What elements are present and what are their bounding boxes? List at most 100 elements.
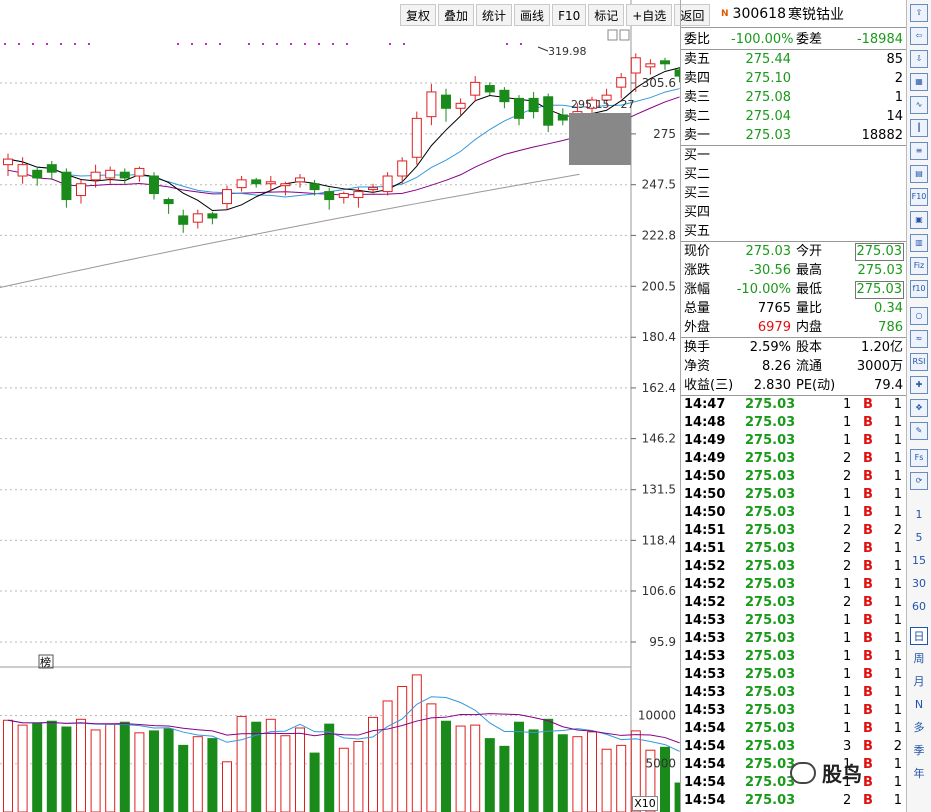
fs-icon[interactable]: Fs	[910, 449, 928, 467]
tick-volume: 1	[843, 631, 852, 646]
price-tick-label: 275	[653, 127, 676, 141]
volume-bar	[368, 716, 378, 812]
tick-price: 275.03	[745, 649, 796, 664]
cycle-tab[interactable]: 月	[913, 675, 925, 688]
pencil-icon[interactable]: ✎	[910, 422, 928, 440]
candle-body	[207, 213, 218, 219]
cycle-tab[interactable]: 年	[913, 767, 925, 780]
tick-volume: 2	[843, 541, 852, 556]
price-tick-label: 131.5	[642, 483, 676, 497]
tick-time: 14:52	[684, 595, 726, 610]
tick-volume: 1	[843, 775, 852, 790]
line-chart-icon[interactable]: ∿	[910, 96, 928, 114]
tick-row: 14:53 275.03 1 B 1	[681, 702, 906, 720]
overlay-button[interactable]: 叠加	[438, 4, 475, 26]
volume-bars	[3, 674, 680, 812]
quote-row: 涨跌 -30.56 最高 275.03	[681, 261, 906, 280]
volume-bar	[207, 738, 218, 812]
candle-icon[interactable]: ┃	[910, 119, 928, 137]
candlestick-chart[interactable]: 305.6 275 247.5 222.8 200.5 180.4 162.4 146.2 13…	[0, 0, 680, 812]
volume-bar	[149, 730, 159, 812]
rank-marker: 榜	[40, 655, 51, 669]
cycle-tab[interactable]: 周	[913, 652, 925, 665]
volume-bar	[528, 729, 539, 812]
restore-rights-button[interactable]: 复权	[400, 4, 437, 26]
candle-body	[119, 171, 130, 179]
volume-bar	[616, 744, 627, 812]
cycle-tab[interactable]: N	[914, 698, 924, 711]
wechat-icon	[790, 761, 816, 784]
circle-icon[interactable]: ○	[910, 307, 928, 325]
period-tab-5[interactable]: 5	[915, 531, 923, 544]
volume-bar	[134, 732, 145, 812]
candle-body	[222, 189, 232, 205]
up-arrow-icon[interactable]: ⇧	[910, 4, 928, 22]
tick-count: 2	[893, 739, 902, 754]
tick-price: 275.03	[745, 523, 796, 538]
f10b-icon[interactable]: f10	[910, 280, 928, 298]
tick-count: 1	[893, 487, 902, 502]
candle-body	[397, 160, 408, 177]
back-button[interactable]: 返回	[674, 4, 711, 26]
tick-volume: 2	[843, 451, 852, 466]
volume-bar	[338, 747, 349, 812]
event-dot	[177, 43, 179, 45]
statistics-button[interactable]: 统计	[476, 4, 513, 26]
add-favorite-button[interactable]: +自选	[626, 4, 673, 26]
quote-label: 量比	[796, 301, 823, 316]
quote-value: 786	[878, 320, 903, 335]
tick-time: 14:47	[684, 397, 726, 412]
mark-button[interactable]: 标记	[588, 4, 625, 26]
left-arrow-icon[interactable]: ⇦	[910, 27, 928, 45]
tick-row: 14:49 275.03 1 B 1	[681, 432, 906, 450]
volume-bar	[674, 782, 680, 812]
sell-price: 275.04	[745, 109, 792, 124]
f10-icon[interactable]: F10	[910, 188, 928, 206]
tick-row: 14:51 275.03 2 B 2	[681, 522, 906, 540]
tick-price: 275.03	[745, 739, 796, 754]
candle-body	[32, 169, 43, 179]
cycle-tab[interactable]: 季	[913, 744, 925, 757]
volume-bar	[119, 721, 130, 812]
candle-body	[105, 169, 116, 179]
cube-icon[interactable]: ▣	[910, 211, 928, 229]
period-tab-15[interactable]: 15	[912, 554, 926, 567]
wei-cha-label: 委差	[796, 32, 823, 47]
rank-marker-box	[38, 654, 54, 669]
tick-time: 14:50	[684, 487, 726, 502]
move-icon[interactable]: ✥	[910, 399, 928, 417]
tick-side: B	[863, 397, 873, 412]
tick-price: 275.03	[745, 595, 796, 610]
doc-icon[interactable]: ▤	[910, 165, 928, 183]
refresh-icon[interactable]: ⟳	[910, 472, 928, 490]
tick-volume: 2	[843, 595, 852, 610]
tick-price: 275.03	[745, 505, 796, 520]
candle-body	[674, 69, 680, 77]
candle-body	[17, 164, 28, 177]
period-tab-1[interactable]: 1	[915, 508, 923, 521]
wave-icon[interactable]: ≈	[910, 330, 928, 348]
price-tick-label: 180.4	[642, 330, 676, 344]
grid-icon[interactable]: ▦	[910, 73, 928, 91]
tick-count: 1	[893, 793, 902, 808]
volume-bar	[163, 728, 174, 812]
cycle-tab[interactable]: 日	[910, 627, 928, 645]
fiz-icon[interactable]: Fiz	[910, 257, 928, 275]
watermark-text: 股鸟	[822, 762, 862, 786]
volume-bar	[645, 749, 656, 812]
down-arrow-icon[interactable]: ⇩	[910, 50, 928, 68]
cross-icon[interactable]: ✚	[910, 376, 928, 394]
panel-icon	[607, 29, 618, 41]
tick-volume: 1	[843, 649, 852, 664]
f10-button[interactable]: F10	[552, 4, 587, 26]
draw-line-button[interactable]: 画线	[514, 4, 551, 26]
rsi-icon[interactable]: RSI	[910, 353, 928, 371]
period-tab-60[interactable]: 60	[912, 600, 926, 613]
cycle-tab[interactable]: 多	[913, 721, 925, 734]
volume-bar	[222, 761, 232, 812]
book-icon[interactable]: ▥	[910, 234, 928, 252]
period-tab-30[interactable]: 30	[912, 577, 926, 590]
list-icon[interactable]: ≡	[910, 142, 928, 160]
tick-count: 1	[893, 613, 902, 628]
tick-list[interactable]: 14:47 275.03 1 B 1 14:48 275.03 1 B 1 14:49 275.03 1…	[681, 396, 906, 810]
